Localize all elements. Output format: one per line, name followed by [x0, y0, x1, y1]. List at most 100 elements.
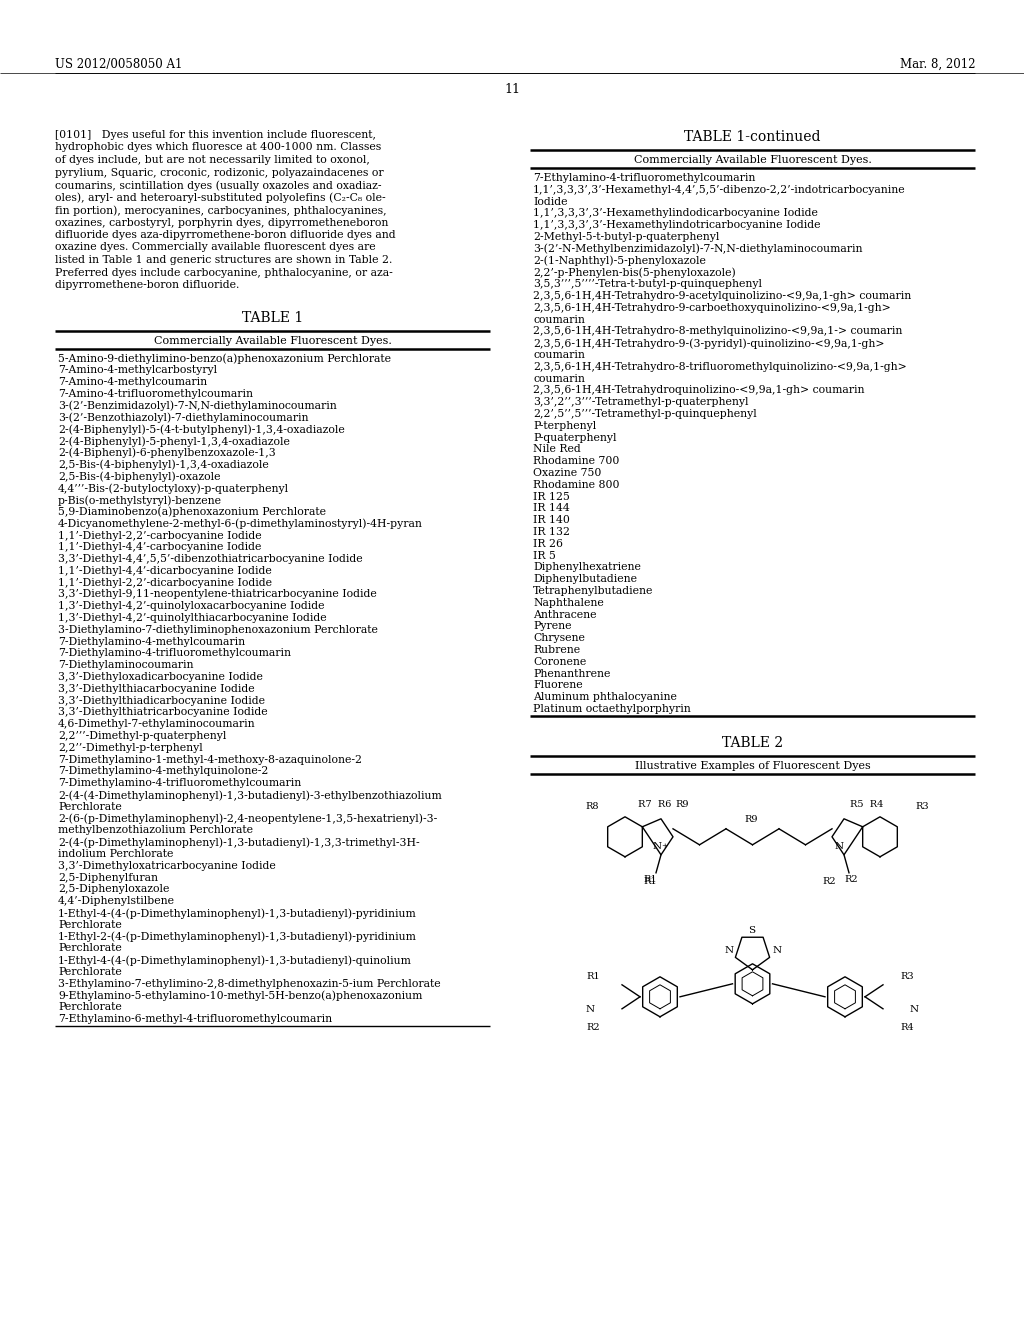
- Text: 7-Ethylamino-4-trifluoromethylcoumarin: 7-Ethylamino-4-trifluoromethylcoumarin: [534, 173, 756, 183]
- Text: 2,3,5,6-1H,4H-Tetrahydroquinolizino-<9,9a,1-gh> coumarin: 2,3,5,6-1H,4H-Tetrahydroquinolizino-<9,9…: [534, 385, 864, 396]
- Text: 4,6-Dimethyl-7-ethylaminocoumarin: 4,6-Dimethyl-7-ethylaminocoumarin: [58, 719, 256, 729]
- Text: P-quaterphenyl: P-quaterphenyl: [534, 433, 616, 442]
- Text: methylbenzothiazolium Perchlorate: methylbenzothiazolium Perchlorate: [58, 825, 253, 836]
- Text: Naphthalene: Naphthalene: [534, 598, 604, 607]
- Text: Pyrene: Pyrene: [534, 622, 571, 631]
- Text: Diphenylbutadiene: Diphenylbutadiene: [534, 574, 637, 585]
- Text: Rubrene: Rubrene: [534, 645, 581, 655]
- Text: N: N: [910, 1005, 920, 1014]
- Text: 2-(4-Biphenylyl)-5-phenyl-1,3,4-oxadiazole: 2-(4-Biphenylyl)-5-phenyl-1,3,4-oxadiazo…: [58, 436, 290, 446]
- Text: +: +: [662, 842, 668, 850]
- Text: 2-(4-Biphenylyl)-5-(4-t-butylphenyl)-1,3,4-oxadiazole: 2-(4-Biphenylyl)-5-(4-t-butylphenyl)-1,3…: [58, 424, 345, 434]
- Text: Fluorene: Fluorene: [534, 680, 583, 690]
- Text: 2-Methyl-5-t-butyl-p-quaterphenyl: 2-Methyl-5-t-butyl-p-quaterphenyl: [534, 232, 720, 242]
- Text: Anthracene: Anthracene: [534, 610, 597, 619]
- Text: Platinum octaethylporphyrin: Platinum octaethylporphyrin: [534, 704, 691, 714]
- Text: 9-Ethylamino-5-ethylamino-10-methyl-5H-benzo(a)phenoxazonium: 9-Ethylamino-5-ethylamino-10-methyl-5H-b…: [58, 991, 422, 1002]
- Text: p-Bis(o-methylstyryl)-benzene: p-Bis(o-methylstyryl)-benzene: [58, 495, 222, 506]
- Text: 2,3,5,6-1H,4H-Tetrahydro-8-trifluoromethylquinolizino-<9,9a,1-gh>: 2,3,5,6-1H,4H-Tetrahydro-8-trifluorometh…: [534, 362, 906, 372]
- Text: 3,3’-Dimethyloxatricarbocyanine Iodide: 3,3’-Dimethyloxatricarbocyanine Iodide: [58, 861, 275, 871]
- Text: Preferred dyes include carbocyanine, phthalocyanine, or aza-: Preferred dyes include carbocyanine, pht…: [55, 268, 393, 277]
- Text: of dyes include, but are not necessarily limited to oxonol,: of dyes include, but are not necessarily…: [55, 154, 370, 165]
- Text: 3-(2’-Benzimidazolyl)-7-N,N-diethylaminocoumarin: 3-(2’-Benzimidazolyl)-7-N,N-diethylamino…: [58, 401, 337, 412]
- Text: R3: R3: [915, 801, 929, 810]
- Text: 2,3,5,6-1H,4H-Tetrahydro-9-(3-pyridyl)-quinolizino-<9,9a,1-gh>: 2,3,5,6-1H,4H-Tetrahydro-9-(3-pyridyl)-q…: [534, 338, 885, 348]
- Text: R1: R1: [586, 972, 600, 981]
- Text: 1,1’,3,3,3’,3’-Hexamethylindotricarbocyanine Iodide: 1,1’,3,3,3’,3’-Hexamethylindotricarbocya…: [534, 220, 820, 230]
- Text: 3,3’-Diethylthiadicarbocyanine Iodide: 3,3’-Diethylthiadicarbocyanine Iodide: [58, 696, 265, 706]
- Text: IR 132: IR 132: [534, 527, 570, 537]
- Text: TABLE 1-continued: TABLE 1-continued: [684, 129, 821, 144]
- Text: 3-Diethylamino-7-diethyliminophenoxazonium Perchlorate: 3-Diethylamino-7-diethyliminophenoxazoni…: [58, 624, 378, 635]
- Text: 3-(2’-Benzothiazolyl)-7-diethylaminocoumarin: 3-(2’-Benzothiazolyl)-7-diethylaminocoum…: [58, 412, 308, 424]
- Text: TABLE 2: TABLE 2: [722, 735, 783, 750]
- Text: coumarin: coumarin: [534, 350, 585, 360]
- Text: oles), aryl- and heteroaryl-substituted polyolefins (C₂-C₈ ole-: oles), aryl- and heteroaryl-substituted …: [55, 193, 386, 203]
- Text: Illustrative Examples of Fluorescent Dyes: Illustrative Examples of Fluorescent Dye…: [635, 760, 870, 771]
- Text: Diphenylhexatriene: Diphenylhexatriene: [534, 562, 641, 573]
- Text: 1,3’-Diethyl-4,2’-quinolyloxacarbocyanine Iodide: 1,3’-Diethyl-4,2’-quinolyloxacarbocyanin…: [58, 602, 325, 611]
- Text: 5,9-Diaminobenzo(a)phenoxazonium Perchlorate: 5,9-Diaminobenzo(a)phenoxazonium Perchlo…: [58, 507, 326, 517]
- Text: 7-Ethylamino-6-methyl-4-trifluoromethylcoumarin: 7-Ethylamino-6-methyl-4-trifluoromethylc…: [58, 1014, 332, 1024]
- Text: 3,5,3’’’,5’’’’-Tetra-t-butyl-p-quinquephenyl: 3,5,3’’’,5’’’’-Tetra-t-butyl-p-quinqueph…: [534, 280, 762, 289]
- Text: N: N: [653, 842, 663, 851]
- Text: Perchlorate: Perchlorate: [58, 944, 122, 953]
- Text: 2,5-Bis-(4-biphenylyl)-oxazole: 2,5-Bis-(4-biphenylyl)-oxazole: [58, 471, 220, 482]
- Text: Chrysene: Chrysene: [534, 634, 585, 643]
- Text: N: N: [586, 1005, 595, 1014]
- Text: 1-Ethyl-4-(4-(p-Dimethylaminophenyl)-1,3-butadienyl)-quinolium: 1-Ethyl-4-(4-(p-Dimethylaminophenyl)-1,3…: [58, 956, 412, 966]
- Text: Commercially Available Fluorescent Dyes.: Commercially Available Fluorescent Dyes.: [154, 335, 391, 346]
- Text: 2-(4-Biphenyl)-6-phenylbenzoxazole-1,3: 2-(4-Biphenyl)-6-phenylbenzoxazole-1,3: [58, 447, 275, 458]
- Text: 3,3’-Diethylthiacarbocyanine Iodide: 3,3’-Diethylthiacarbocyanine Iodide: [58, 684, 255, 694]
- Text: R5  R4: R5 R4: [850, 800, 884, 809]
- Text: 2-(4-(p-Dimethylaminophenyl)-1,3-butadienyl)-1,3,3-trimethyl-3H-: 2-(4-(p-Dimethylaminophenyl)-1,3-butadie…: [58, 837, 420, 847]
- Text: Oxazine 750: Oxazine 750: [534, 469, 601, 478]
- Text: P-terphenyl: P-terphenyl: [534, 421, 596, 430]
- Text: 1,1’-Diethyl-4,4’-carbocyanine Iodide: 1,1’-Diethyl-4,4’-carbocyanine Iodide: [58, 543, 261, 552]
- Text: 11: 11: [504, 83, 520, 96]
- Text: Coronene: Coronene: [534, 657, 587, 667]
- Text: 1,1’-Diethyl-4,4’-dicarbocyanine Iodide: 1,1’-Diethyl-4,4’-dicarbocyanine Iodide: [58, 566, 271, 576]
- Text: 1,1’,3,3,3’,3’-Hexamethylindodicarbocyanine Iodide: 1,1’,3,3,3’,3’-Hexamethylindodicarbocyan…: [534, 209, 818, 218]
- Text: R4: R4: [900, 1023, 913, 1032]
- Text: R8: R8: [585, 801, 598, 810]
- Text: 7-Amino-4-trifluoromethylcoumarin: 7-Amino-4-trifluoromethylcoumarin: [58, 389, 253, 399]
- Text: Commercially Available Fluorescent Dyes.: Commercially Available Fluorescent Dyes.: [634, 154, 871, 165]
- Text: 2,2’’’-Dimethyl-p-quaterphenyl: 2,2’’’-Dimethyl-p-quaterphenyl: [58, 731, 226, 741]
- Text: 7-Diethylamino-4-trifluoromethylcoumarin: 7-Diethylamino-4-trifluoromethylcoumarin: [58, 648, 291, 659]
- Text: coumarin: coumarin: [534, 374, 585, 384]
- Text: N: N: [725, 946, 733, 954]
- Text: oxazine dyes. Commercially available fluorescent dyes are: oxazine dyes. Commercially available flu…: [55, 243, 376, 252]
- Text: R7  R6: R7 R6: [638, 800, 672, 809]
- Text: indolium Perchlorate: indolium Perchlorate: [58, 849, 173, 859]
- Text: 2,2’’-Dimethyl-p-terphenyl: 2,2’’-Dimethyl-p-terphenyl: [58, 743, 203, 752]
- Text: Perchlorate: Perchlorate: [58, 1002, 122, 1012]
- Text: difluoride dyes aza-dipyrromethene­boron difluoride dyes and: difluoride dyes aza-dipyrromethene­boron…: [55, 230, 395, 240]
- Text: 3-(2’-N-Methylbenzimidazolyl)-7-N,N-diethylaminocoumarin: 3-(2’-N-Methylbenzimidazolyl)-7-N,N-diet…: [534, 244, 862, 255]
- Text: Perchlorate: Perchlorate: [58, 920, 122, 929]
- Text: 2,3,5,6-1H,4H-Tetrahydro-9-acetylquinolizino-<9,9a,1-gh> coumarin: 2,3,5,6-1H,4H-Tetrahydro-9-acetylquinoli…: [534, 290, 911, 301]
- Text: Nile Red: Nile Red: [534, 445, 581, 454]
- Text: 7-Dimethylamino-4-trifluoromethylcoumarin: 7-Dimethylamino-4-trifluoromethylcoumari…: [58, 779, 301, 788]
- Text: 5-Amino-9-diethylimino­benzo(a)phenoxazonium Perchlorate: 5-Amino-9-diethylimino­benzo(a)phenoxazo…: [58, 354, 391, 364]
- Text: 4-Dicyanomethylene-2-methyl-6-(p-dimethylaminostyryl)-4H-pyran: 4-Dicyanomethylene-2-methyl-6-(p-dimethy…: [58, 519, 423, 529]
- Text: 3,3’-Diethyl-4,4’,5,5’-dibenzothiatricarbocyanine Iodide: 3,3’-Diethyl-4,4’,5,5’-dibenzothiatricar…: [58, 554, 362, 564]
- Text: 1,1’-Diethyl-2,2’-carbocyanine Iodide: 1,1’-Diethyl-2,2’-carbocyanine Iodide: [58, 531, 261, 540]
- Text: 2,2’-p-Phenylen-bis(5-phenyloxazole): 2,2’-p-Phenylen-bis(5-phenyloxazole): [534, 268, 736, 279]
- Text: fin portion), merocyanines, carbocyanines, phthalocyanines,: fin portion), merocyanines, carbocyanine…: [55, 205, 387, 215]
- Text: Phenanthrene: Phenanthrene: [534, 669, 610, 678]
- Text: 3,3’-Diethylthiatricarbocyanine Iodide: 3,3’-Diethylthiatricarbocyanine Iodide: [58, 708, 267, 718]
- Text: 7-Amino-4-methylcarbostyryl: 7-Amino-4-methylcarbostyryl: [58, 366, 217, 375]
- Text: 2,5-Diphenylfuran: 2,5-Diphenylfuran: [58, 873, 158, 883]
- Text: Tetraphenylbutadiene: Tetraphenylbutadiene: [534, 586, 653, 597]
- Text: 1-Ethyl-4-(4-(p-Dimethylaminophenyl)-1,3-butadienyl)-pyridinium: 1-Ethyl-4-(4-(p-Dimethylaminophenyl)-1,3…: [58, 908, 417, 919]
- Text: 2,5-Diphenyloxazole: 2,5-Diphenyloxazole: [58, 884, 169, 895]
- Text: IR 144: IR 144: [534, 503, 569, 513]
- Text: 2,3,5,6-1H,4H-Tetrahydro-9-carboethoxyquinolizino-<9,9a,1-gh>: 2,3,5,6-1H,4H-Tetrahydro-9-carboethoxyqu…: [534, 302, 891, 313]
- Text: R1: R1: [643, 876, 656, 886]
- Text: 3-Ethylamino-7-ethylimino-2,8-dimethylphenoxazin-5-ium Perchlorate: 3-Ethylamino-7-ethylimino-2,8-dimethylph…: [58, 979, 440, 989]
- Text: R2: R2: [844, 875, 858, 884]
- Text: 2,3,5,6-1H,4H-Tetrahydro-8-methylquinolizino-<9,9a,1-> coumarin: 2,3,5,6-1H,4H-Tetrahydro-8-methylquinoli…: [534, 326, 902, 337]
- Text: 2-(6-(p-Dimethylaminophenyl)-2,4-neopentylene-1,3,5-hexatrienyl)-3-: 2-(6-(p-Dimethylaminophenyl)-2,4-neopent…: [58, 813, 437, 824]
- Text: R2: R2: [586, 1023, 600, 1032]
